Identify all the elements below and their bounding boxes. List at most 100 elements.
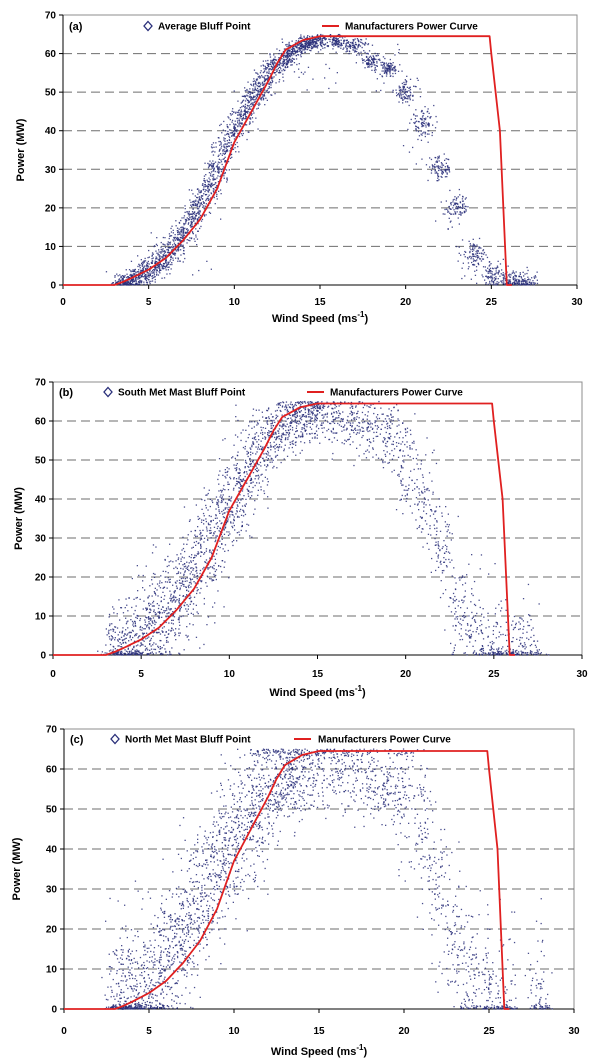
scatter-point [336, 38, 338, 40]
scatter-point [142, 639, 144, 641]
scatter-point [164, 254, 167, 256]
scatter-point [365, 38, 367, 40]
scatter-point [319, 38, 321, 40]
scatter-point [196, 535, 198, 537]
scatter-point [218, 458, 221, 460]
scatter-point [224, 527, 227, 529]
scatter-point [199, 569, 202, 572]
scatter-point [317, 45, 319, 47]
scatter-point [266, 459, 269, 461]
scatter-point [188, 586, 190, 589]
scatter-point [375, 55, 377, 57]
scatter-point [409, 89, 412, 91]
scatter-point [482, 258, 484, 260]
scatter-point [391, 64, 394, 66]
scatter-point [376, 55, 378, 57]
scatter-point [220, 501, 222, 504]
scatter-point [524, 273, 526, 275]
scatter-point [232, 506, 234, 509]
scatter-point [156, 631, 158, 633]
scatter-point [251, 495, 253, 497]
scatter-point [195, 236, 197, 238]
scatter-point [269, 73, 271, 75]
scatter-point [271, 78, 273, 80]
scatter-point [241, 123, 243, 125]
scatter-point [233, 519, 235, 522]
scatter-point [215, 539, 217, 541]
scatter-point [211, 144, 213, 146]
scatter-point [190, 224, 192, 226]
scatter-point [160, 251, 162, 253]
scatter-point [144, 589, 146, 591]
scatter-point [125, 598, 127, 600]
scatter-point [246, 94, 248, 96]
scatter-point [402, 102, 404, 104]
x-tick-label: 10 [229, 297, 241, 308]
scatter-point [207, 616, 210, 618]
scatter-point [151, 254, 153, 256]
scatter-point [179, 608, 181, 610]
scatter-point [241, 521, 243, 523]
scatter-point [400, 89, 402, 91]
scatter-point [250, 98, 252, 101]
scatter-point [250, 96, 252, 98]
scatter-point [146, 617, 148, 619]
scatter-point [490, 275, 492, 277]
scatter-point [290, 48, 293, 50]
scatter-point [314, 41, 316, 43]
scatter-point [221, 490, 223, 492]
scatter-point [150, 280, 152, 282]
scatter-point [217, 167, 219, 170]
scatter-point [358, 45, 360, 47]
scatter-point [112, 653, 114, 655]
scatter-point [159, 653, 161, 656]
scatter-point [117, 275, 119, 277]
scatter-point [458, 188, 460, 191]
scatter-point [212, 154, 215, 156]
scatter-point [196, 220, 198, 222]
scatter-point [448, 217, 450, 219]
scatter-point [349, 46, 352, 48]
scatter-point [219, 496, 221, 498]
scatter-point [429, 157, 431, 159]
scatter-point [263, 83, 265, 85]
scatter-point [481, 274, 483, 276]
scatter-point [130, 270, 132, 272]
scatter-point [400, 97, 402, 100]
scatter-point [448, 171, 451, 173]
scatter-point [304, 40, 306, 43]
scatter-point [491, 271, 493, 273]
scatter-point [249, 117, 251, 120]
scatter-point [233, 444, 235, 446]
scatter-point [427, 123, 429, 125]
scatter-point [237, 100, 239, 102]
scatter-point [196, 196, 198, 199]
scatter-point [226, 511, 228, 513]
scatter-point [488, 276, 490, 278]
scatter-point [373, 64, 375, 66]
scatter-point [118, 278, 121, 280]
scatter-point [210, 162, 213, 164]
scatter-point [256, 467, 258, 469]
scatter-point [522, 271, 524, 273]
scatter-point [215, 508, 217, 510]
scatter-point [210, 193, 213, 195]
scatter-point [146, 647, 148, 649]
scatter-point [243, 95, 245, 98]
scatter-point [335, 37, 337, 39]
scatter-point [533, 282, 535, 284]
scatter-point [277, 64, 279, 66]
scatter-point [236, 117, 238, 120]
scatter-point [383, 82, 385, 84]
scatter-point [242, 479, 244, 481]
scatter-point [311, 48, 313, 50]
scatter-point [180, 239, 182, 242]
scatter-point [129, 280, 131, 282]
scatter-point [236, 463, 238, 465]
scatter-point [320, 37, 322, 39]
scatter-point [270, 413, 272, 415]
scatter-point [392, 66, 394, 69]
scatter-point [183, 566, 185, 568]
scatter-point [237, 499, 239, 502]
scatter-point [157, 253, 159, 255]
